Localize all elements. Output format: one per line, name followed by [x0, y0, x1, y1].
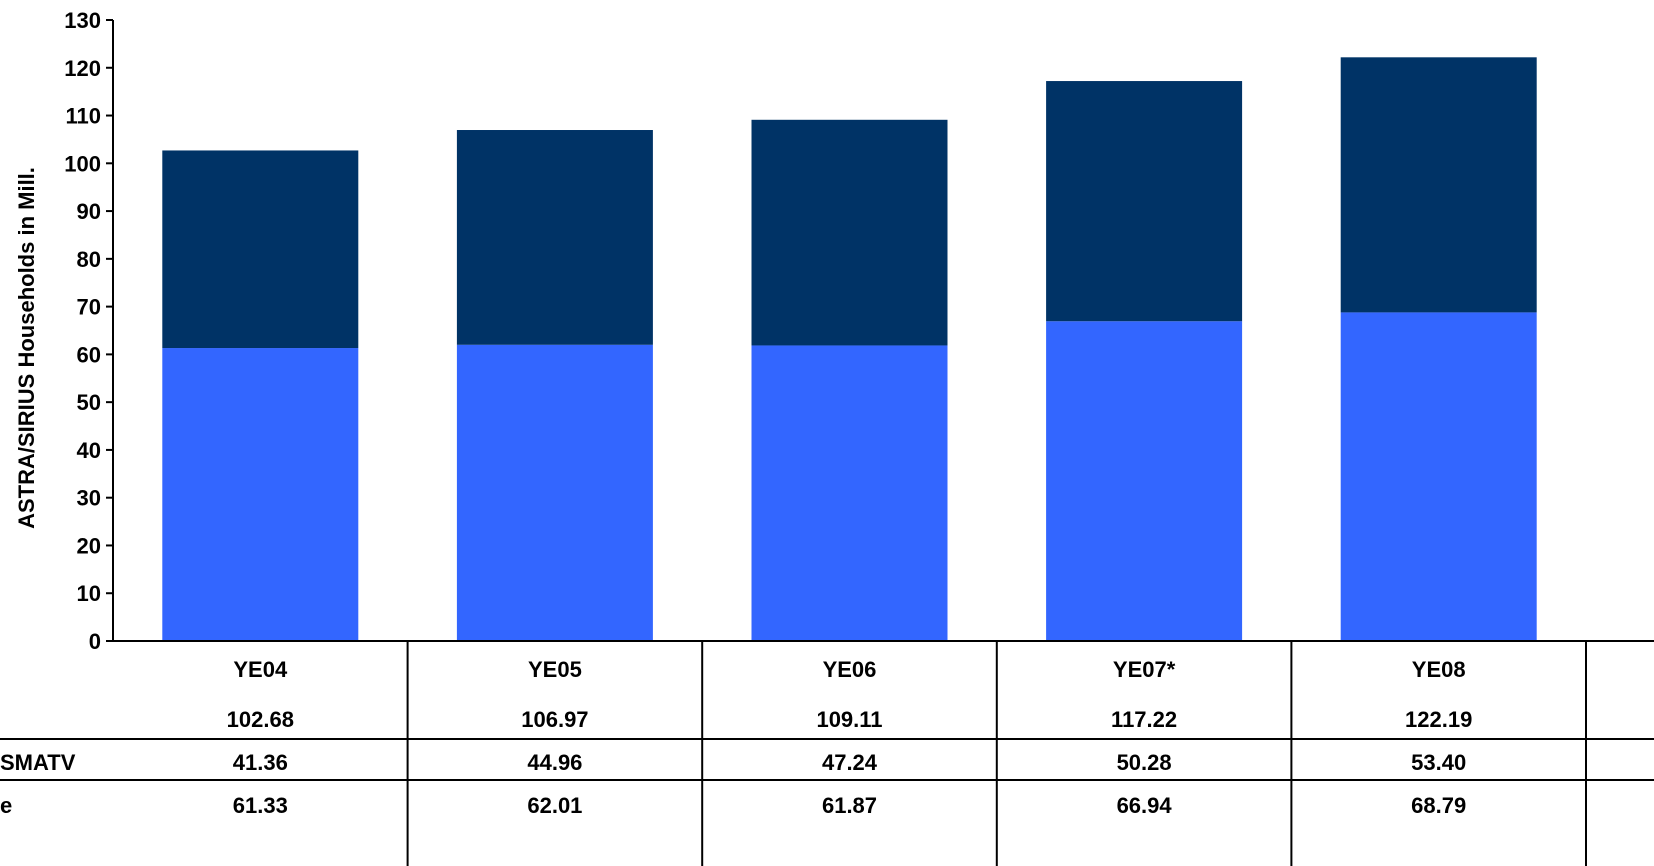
x-category-label: YE05 — [528, 657, 582, 682]
y-tick-label: 30 — [77, 486, 101, 511]
bar-segment — [1046, 81, 1243, 322]
series-value-label: 44.96 — [527, 750, 582, 775]
total-value-label: 122.19 — [1405, 707, 1472, 732]
series-value-label: 61.87 — [822, 793, 877, 818]
series-value-label: 47.24 — [822, 750, 878, 775]
total-value-label: 109.11 — [816, 707, 882, 732]
y-tick-label: 100 — [64, 151, 101, 176]
bar-segment — [1340, 57, 1537, 313]
y-tick-label: 10 — [77, 581, 101, 606]
y-tick-label: 90 — [77, 199, 101, 224]
series-value-label: 41.36 — [233, 750, 288, 775]
x-category-label: YE08 — [1412, 657, 1466, 682]
total-value-label: 102.68 — [227, 707, 294, 732]
x-category-label: YE04 — [233, 657, 288, 682]
axes — [112, 20, 1654, 642]
series-row-label: e — [0, 793, 12, 818]
total-value-label: 117.22 — [1111, 707, 1177, 732]
y-tick-label: 0 — [89, 629, 101, 654]
y-tick-label: 60 — [77, 342, 101, 367]
y-tick-label: 50 — [77, 390, 101, 415]
series-value-label: 50.28 — [1117, 750, 1172, 775]
x-category-label: YE06 — [823, 657, 877, 682]
bar-segment — [162, 348, 359, 641]
y-tick-label: 120 — [64, 56, 101, 81]
data-table: YE04 102.68 YE05 106.97 YE06 109.11 YE07* 117.2… — [0, 641, 1654, 866]
y-axis-ticks: 0 10 20 30 40 50 60 70 80 90 100 110 120 130 — [64, 8, 113, 654]
series-value-label: 66.94 — [1117, 793, 1173, 818]
y-tick-label: 80 — [77, 247, 101, 272]
series-value-label: 53.40 — [1411, 750, 1466, 775]
bar-segment — [162, 150, 359, 349]
bar-segment — [1046, 321, 1243, 641]
y-tick-label: 20 — [77, 533, 101, 558]
y-tick-label: 70 — [77, 295, 101, 320]
series-value-label: 68.79 — [1411, 793, 1466, 818]
bar-segment — [1340, 312, 1537, 641]
y-tick-label: 40 — [77, 438, 101, 463]
y-axis-title: ASTRA/SIRIUS Households in Mill. — [14, 167, 39, 529]
total-value-label: 106.97 — [521, 707, 588, 732]
series-value-label: 62.01 — [527, 793, 582, 818]
x-category-label: YE07* — [1113, 657, 1176, 682]
bar-segment — [751, 119, 948, 346]
y-tick-label: 130 — [64, 8, 101, 33]
bar-segment — [751, 345, 948, 641]
bars — [162, 57, 1537, 641]
series-row-label: SMATV — [0, 750, 76, 775]
bar-segment — [456, 344, 653, 641]
y-tick-label: 110 — [66, 104, 102, 129]
series-value-label: 61.33 — [233, 793, 288, 818]
bar-segment — [456, 130, 653, 345]
